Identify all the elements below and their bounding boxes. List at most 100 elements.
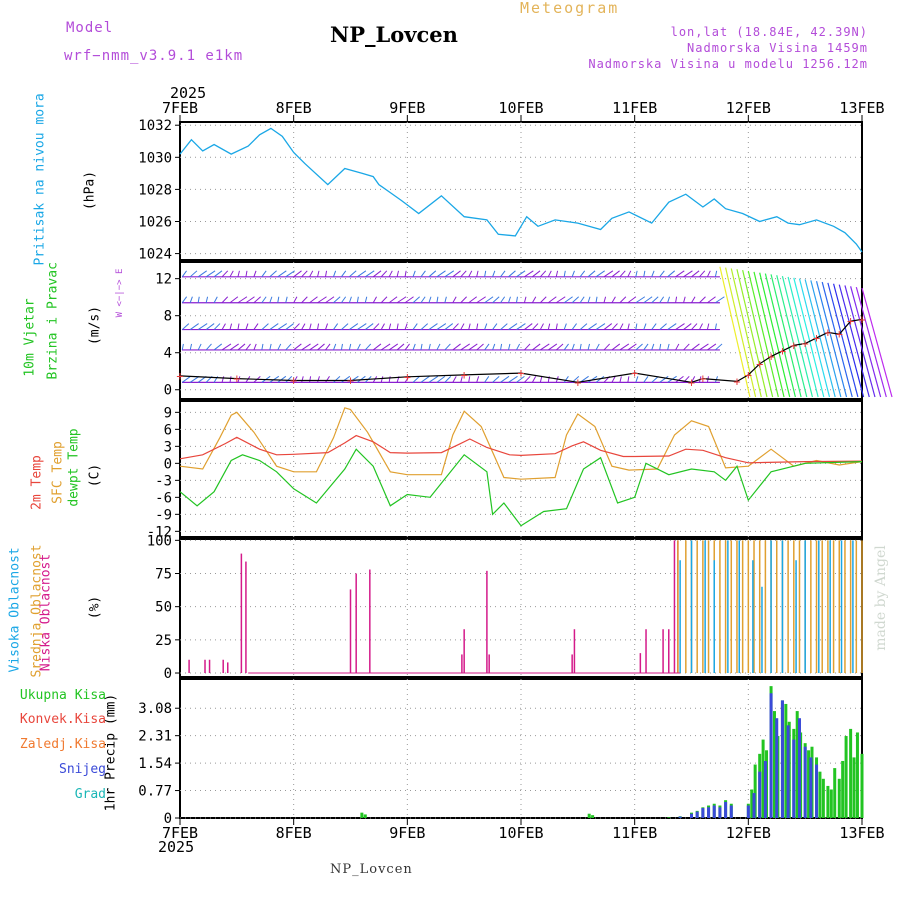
- wind-barb: [245, 270, 248, 277]
- precip-bar: [712, 805, 716, 818]
- wind-barb: [643, 343, 649, 351]
- wind-barb: [197, 323, 208, 330]
- wind-barb: [532, 343, 541, 351]
- ytick-label-precip: 3.08: [138, 701, 172, 717]
- wind-barb: [611, 296, 616, 303]
- wind-barb: [181, 296, 188, 304]
- wind-barb: [611, 343, 621, 351]
- wind-barb: [627, 270, 632, 278]
- ytick-label-wind: 0: [164, 383, 172, 399]
- wind-barb: [675, 270, 685, 278]
- wind-barb: [587, 296, 591, 303]
- wind-barb: [420, 296, 426, 304]
- wind-barb: [492, 296, 500, 304]
- wind-barb: [213, 296, 218, 303]
- wind-barb: [356, 296, 359, 303]
- wind-barb: [197, 270, 207, 278]
- wind-barb: [555, 343, 564, 351]
- wind-barb: [706, 323, 710, 330]
- wind-barb: [452, 376, 457, 383]
- wind-barb: [595, 323, 606, 330]
- wind-barb: [229, 343, 239, 351]
- wind-barb: [571, 343, 575, 351]
- ytick-label-pressure: 1024: [138, 247, 172, 263]
- ytick-label-temperature: -12: [147, 524, 172, 540]
- wind-barb: [492, 375, 500, 383]
- wind-barb: [587, 343, 591, 351]
- wind-barb: [269, 296, 273, 303]
- wind-barb: [293, 323, 300, 330]
- precip-bar: [769, 693, 773, 818]
- wind-barb: [691, 343, 700, 351]
- xtick-label-top: 8FEB: [276, 99, 312, 117]
- wind-barb: [508, 270, 516, 278]
- xtick-label-top: 10FEB: [498, 99, 543, 117]
- wind-barb: [715, 343, 723, 351]
- wind-barb: [189, 296, 193, 303]
- wind-barb: [396, 343, 405, 351]
- wind-barb: [285, 343, 292, 351]
- wind-barb: [380, 343, 391, 351]
- wind-barb: [611, 270, 620, 278]
- wind-barb: [468, 323, 471, 330]
- wind-barb: [706, 270, 711, 278]
- wind-barb: [468, 270, 473, 278]
- wind-barb: [571, 296, 580, 304]
- wind-barb: [277, 323, 288, 330]
- precip-bar: [707, 807, 711, 818]
- wind-barb: [237, 343, 246, 351]
- wind-barb: [619, 376, 622, 383]
- wind-barb: [301, 343, 311, 351]
- wind-barb-strong: [742, 270, 774, 398]
- wind-barb: [476, 343, 484, 351]
- year-top: 2025: [170, 84, 207, 102]
- wind-barb: [539, 376, 543, 383]
- wind-barb-strong: [821, 281, 853, 398]
- wind-barb: [707, 296, 716, 304]
- wind-barb: [372, 343, 382, 351]
- wind-barb: [524, 375, 531, 383]
- wind-speed-marker: +: [858, 312, 865, 326]
- wind-barb: [603, 343, 611, 351]
- ytick-label-wind: 8: [164, 309, 172, 325]
- wind-barb: [229, 323, 233, 330]
- wind-barb: [532, 270, 541, 278]
- wind-barb: [309, 296, 318, 304]
- precip-bar: [855, 732, 859, 818]
- wind-barb: [420, 343, 423, 351]
- precip-bar: [786, 725, 790, 818]
- precip-bar: [695, 811, 699, 818]
- model-altitude-text: Nadmorska Visina u modelu 1256.12m: [588, 57, 868, 71]
- temp-2m-line: [179, 434, 863, 464]
- wind-barb-strong: [770, 274, 802, 398]
- wind-barb: [348, 296, 352, 303]
- wind-barb: [277, 296, 280, 303]
- wind-barb: [388, 270, 393, 278]
- wind-barb: [420, 375, 430, 383]
- wind-barb: [707, 343, 717, 351]
- wind-barb: [357, 270, 367, 278]
- wind-barb: [221, 270, 229, 278]
- precip-bar: [780, 700, 784, 818]
- wind-barb: [317, 343, 325, 351]
- precip-bar: [860, 753, 864, 818]
- wind-barb: [245, 343, 251, 351]
- wind-barb: [340, 296, 347, 304]
- wind-barb: [261, 343, 264, 351]
- wind-barb: [699, 343, 709, 351]
- wind-barb: [301, 376, 304, 383]
- wind-barb: [643, 270, 646, 277]
- wind-barb: [452, 270, 461, 278]
- precip-bar: [821, 778, 825, 818]
- ytick-label-cloud: 50: [155, 600, 172, 616]
- wind-barb-strong: [764, 273, 796, 398]
- wind-barb: [667, 323, 677, 330]
- wind-barb: [587, 323, 597, 330]
- precip-bar: [829, 789, 833, 818]
- precip-bar: [678, 816, 682, 818]
- precip-bar: [797, 718, 801, 818]
- precip-bar: [718, 807, 722, 818]
- wind-barb: [269, 270, 277, 278]
- wind-barb: [388, 343, 399, 351]
